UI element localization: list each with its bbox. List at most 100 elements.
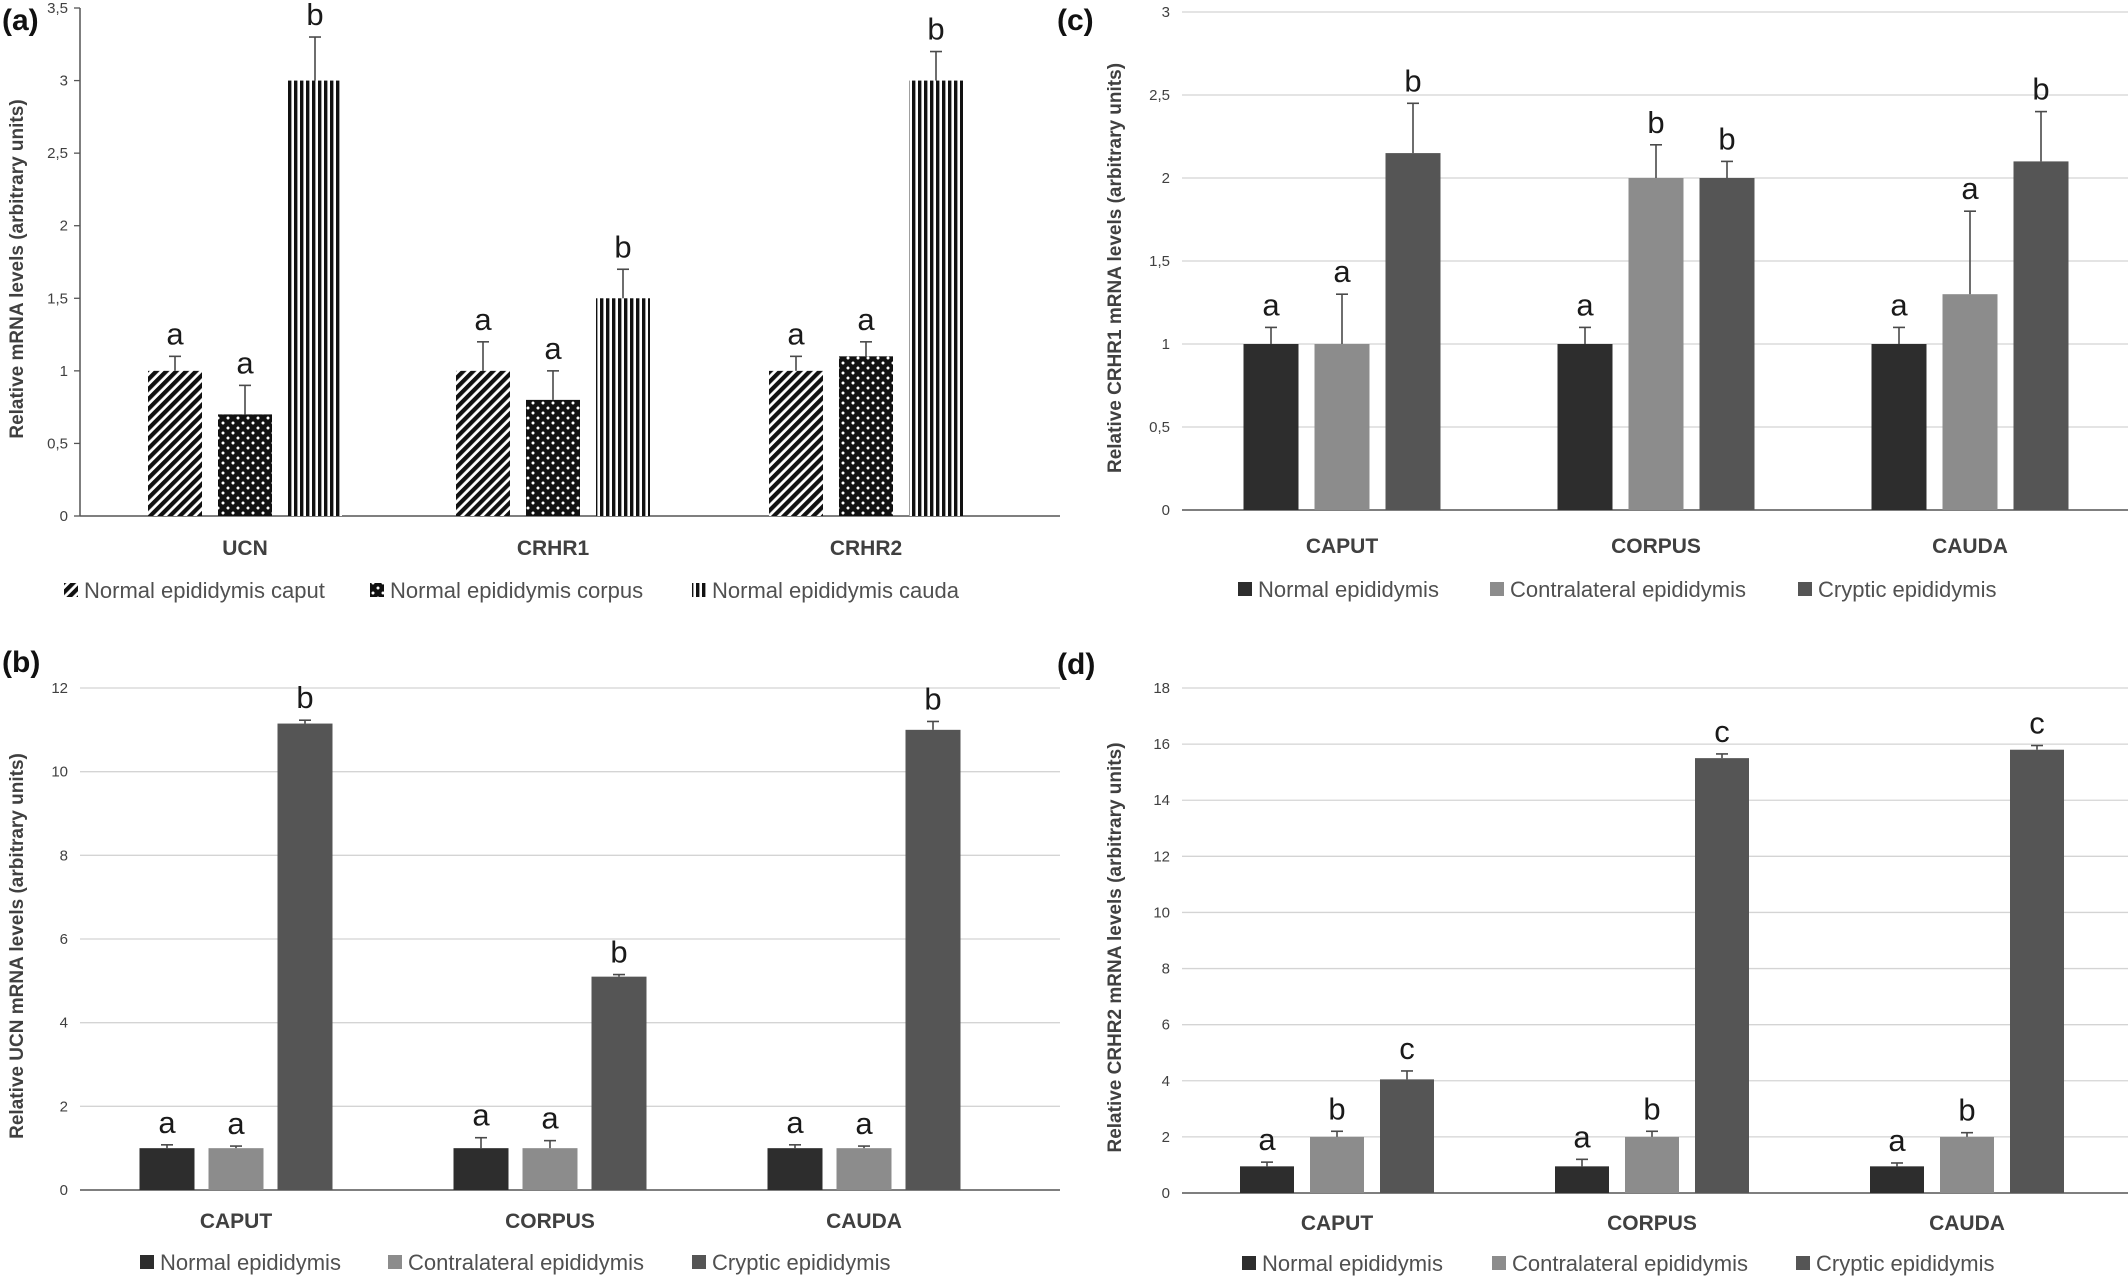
panel-label: (a)	[2, 4, 39, 37]
legend-label: Contralateral epididymis	[1510, 577, 1746, 602]
bar	[1695, 758, 1749, 1193]
significance-letter: a	[166, 316, 184, 351]
bar	[1310, 1136, 1364, 1193]
legend-swatch	[1238, 582, 1252, 596]
bar	[208, 1148, 264, 1190]
bar	[1557, 344, 1613, 510]
y-tick-label: 0,5	[1149, 419, 1170, 436]
bar	[839, 356, 893, 516]
bar	[1555, 1166, 1609, 1193]
legend-label: Normal epididymis	[1258, 577, 1439, 602]
legend-label: Normal epididymis cauda	[712, 578, 960, 603]
legend-label: Normal epididymis caput	[84, 578, 325, 603]
y-tick-label: 0	[60, 508, 68, 525]
significance-letter: b	[1643, 1091, 1660, 1126]
significance-letter: a	[787, 316, 805, 351]
bar	[148, 370, 202, 516]
bar	[453, 1148, 509, 1190]
x-category-label: CORPUS	[1611, 535, 1701, 558]
legend-swatch	[1242, 1256, 1256, 1270]
significance-letter: b	[1958, 1093, 1975, 1128]
x-category-label: CRHR1	[517, 537, 590, 560]
legend-label: Cryptic epididymis	[1818, 577, 1997, 602]
chart-panel-3: (d) 0 2 4 6 8 10 12 14 16 18 Relative CRHR2 mRNA le…	[1057, 648, 2128, 1276]
significance-letter: b	[924, 681, 941, 716]
bar	[2010, 749, 2064, 1193]
significance-letter: b	[610, 935, 627, 970]
significance-letter: a	[227, 1106, 245, 1141]
significance-letter: c	[1714, 714, 1730, 749]
bar	[1870, 1166, 1924, 1193]
bar	[522, 1148, 578, 1190]
significance-letter: b	[1328, 1091, 1345, 1126]
significance-letter: a	[1262, 287, 1280, 322]
y-tick-label: 2	[1162, 170, 1170, 187]
y-tick-label: 3	[60, 73, 68, 90]
significance-letter: b	[306, 0, 323, 32]
legend-swatch	[1492, 1256, 1506, 1270]
bar	[909, 80, 963, 517]
legend-label: Cryptic epididymis	[1816, 1251, 1995, 1276]
significance-letter: b	[927, 12, 944, 47]
y-tick-label: 4	[60, 1015, 68, 1032]
significance-letter: a	[855, 1106, 873, 1141]
legend-label: Cryptic epididymis	[712, 1250, 891, 1275]
x-category-label: CAUDA	[1929, 1212, 2005, 1235]
y-tick-label: 12	[51, 680, 68, 697]
significance-letter: a	[1258, 1122, 1276, 1157]
bar	[288, 80, 342, 517]
significance-letter: a	[158, 1105, 176, 1140]
y-tick-label: 0	[60, 1182, 68, 1199]
y-tick-label: 12	[1153, 848, 1170, 865]
bar	[1942, 294, 1998, 510]
significance-letter: a	[1573, 1119, 1591, 1154]
significance-letter: a	[1888, 1123, 1906, 1158]
significance-letter: b	[296, 680, 313, 715]
bar	[905, 729, 961, 1190]
y-tick-label: 2	[60, 1098, 68, 1115]
y-tick-label: 6	[60, 931, 68, 948]
x-category-label: CAPUT	[200, 1210, 273, 1233]
bar	[596, 298, 650, 516]
legend-label: Normal epididymis	[1262, 1251, 1443, 1276]
legend-swatch	[692, 583, 706, 597]
legend-label: Normal epididymis corpus	[390, 578, 643, 603]
legend-swatch	[1798, 582, 1812, 596]
legend-swatch	[140, 1255, 154, 1269]
significance-letter: a	[472, 1098, 490, 1133]
significance-letter: b	[614, 229, 631, 264]
bar	[769, 370, 823, 516]
y-axis-label: Relative mRNA levels (arbitrary units)	[7, 99, 28, 438]
y-tick-label: 2,5	[47, 145, 68, 162]
y-tick-label: 0,5	[47, 435, 68, 452]
x-category-label: CAUDA	[1932, 535, 2008, 558]
bar	[1625, 1136, 1679, 1193]
bar	[1314, 344, 1370, 510]
y-tick-label: 2	[1162, 1129, 1170, 1146]
bar	[1871, 344, 1927, 510]
y-axis-label: Relative CRHR1 mRNA levels (arbitrary un…	[1105, 63, 1126, 473]
x-category-label: UCN	[222, 537, 268, 560]
legend-swatch	[388, 1255, 402, 1269]
bar	[1628, 178, 1684, 510]
y-tick-label: 2	[60, 218, 68, 235]
bar	[591, 976, 647, 1190]
y-tick-label: 3,5	[47, 0, 68, 17]
significance-letter: a	[1961, 171, 1979, 206]
bar	[526, 399, 580, 516]
y-tick-label: 4	[1162, 1073, 1170, 1090]
bar	[1940, 1136, 1994, 1193]
y-axis-label: Relative CRHR2 mRNA levels (arbitrary un…	[1105, 742, 1126, 1152]
significance-letter: c	[2029, 706, 2045, 741]
significance-letter: a	[1333, 254, 1351, 289]
bar	[2013, 161, 2069, 510]
significance-letter: a	[786, 1105, 804, 1140]
bar	[139, 1148, 195, 1190]
legend-swatch	[64, 583, 78, 597]
x-category-label: CRHR2	[830, 537, 902, 560]
y-tick-label: 14	[1153, 792, 1170, 809]
bar	[767, 1148, 823, 1190]
significance-letter: a	[1576, 287, 1594, 322]
x-category-label: CORPUS	[1607, 1212, 1697, 1235]
